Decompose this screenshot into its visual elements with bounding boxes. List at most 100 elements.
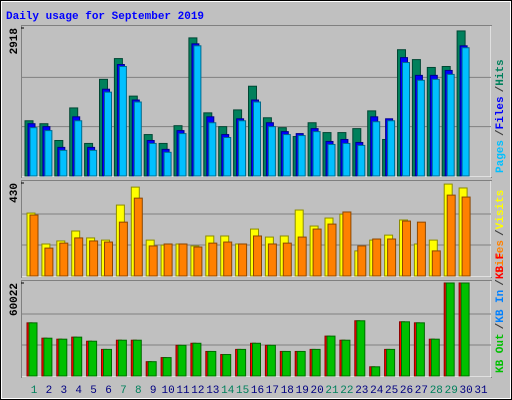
bar bbox=[460, 282, 470, 377]
x-tick-label: 21 bbox=[325, 385, 339, 397]
x-tick-label: 30 bbox=[459, 385, 472, 397]
bar bbox=[208, 242, 218, 277]
bar bbox=[415, 322, 425, 377]
bar bbox=[104, 241, 113, 277]
bar bbox=[446, 73, 455, 177]
bar bbox=[133, 197, 143, 277]
legend-entry: Hits bbox=[495, 59, 507, 85]
y-tick-label: 430 bbox=[9, 183, 21, 203]
bar bbox=[132, 339, 142, 377]
x-tick-label: 14 bbox=[221, 385, 235, 397]
bar bbox=[431, 78, 440, 177]
legend-entry: Pages bbox=[495, 140, 507, 173]
bar bbox=[147, 361, 157, 377]
bar bbox=[73, 336, 83, 377]
bar bbox=[357, 245, 367, 277]
bar bbox=[193, 246, 203, 277]
bar bbox=[326, 335, 336, 377]
x-tick-label: 11 bbox=[176, 385, 190, 397]
bar bbox=[43, 337, 53, 377]
x-tick-label: 31 bbox=[474, 385, 488, 397]
x-tick-label: 19 bbox=[296, 385, 309, 397]
bar bbox=[252, 342, 261, 377]
legend-entry: Sites bbox=[495, 240, 507, 273]
x-tick-label: 18 bbox=[281, 385, 294, 397]
x-tick-label: 5 bbox=[90, 385, 97, 397]
bar bbox=[297, 236, 307, 277]
bar bbox=[402, 220, 411, 277]
bar bbox=[342, 142, 351, 177]
bar bbox=[238, 120, 247, 177]
bar bbox=[177, 344, 187, 377]
bar bbox=[118, 65, 127, 177]
bar bbox=[237, 348, 247, 377]
y-tick-label: 60022 bbox=[9, 283, 21, 316]
bar bbox=[207, 350, 217, 377]
bar bbox=[267, 243, 277, 277]
bar bbox=[29, 214, 39, 277]
x-tick-label: 29 bbox=[445, 385, 458, 397]
bar bbox=[253, 101, 261, 177]
bar bbox=[222, 354, 232, 377]
x-tick-label: 13 bbox=[206, 385, 219, 397]
bar bbox=[74, 237, 84, 277]
bar bbox=[282, 134, 291, 177]
bar bbox=[103, 348, 112, 377]
bar bbox=[387, 120, 396, 177]
x-tick-label: 20 bbox=[310, 385, 323, 397]
bar bbox=[282, 242, 292, 277]
bar bbox=[117, 339, 127, 377]
bar bbox=[281, 350, 291, 377]
x-tick-label: 22 bbox=[340, 385, 353, 397]
bar bbox=[312, 131, 321, 177]
bar bbox=[28, 322, 38, 377]
legend-separator: / bbox=[495, 279, 507, 286]
x-tick-label: 1 bbox=[31, 385, 38, 397]
bar bbox=[223, 241, 233, 277]
bar bbox=[401, 321, 410, 377]
bar bbox=[163, 151, 172, 177]
bar bbox=[311, 348, 321, 377]
bar bbox=[29, 127, 38, 177]
bar bbox=[372, 238, 382, 277]
legend-separator: / bbox=[495, 85, 507, 92]
bar bbox=[74, 120, 83, 177]
bar bbox=[266, 344, 276, 377]
bar bbox=[162, 357, 172, 377]
bar bbox=[148, 245, 158, 277]
bar bbox=[372, 121, 381, 177]
bar bbox=[163, 243, 173, 277]
x-tick-label: 17 bbox=[266, 385, 279, 397]
legend-entry: Visits bbox=[495, 190, 507, 230]
bar bbox=[446, 194, 456, 277]
bar bbox=[341, 339, 351, 377]
x-tick-label: 12 bbox=[191, 385, 204, 397]
bar bbox=[44, 247, 54, 277]
bar bbox=[238, 243, 248, 277]
y-tick-label: 2918 bbox=[9, 28, 21, 55]
x-tick-label: 10 bbox=[161, 385, 174, 397]
bar bbox=[431, 250, 441, 277]
bar bbox=[402, 62, 410, 177]
legend-entry: Files bbox=[495, 96, 507, 129]
legend-separator: / bbox=[495, 229, 507, 236]
bar bbox=[89, 149, 98, 177]
bar bbox=[356, 320, 366, 377]
x-tick-label: 3 bbox=[60, 385, 67, 397]
bar bbox=[357, 144, 366, 177]
bar bbox=[327, 143, 336, 177]
bar bbox=[461, 47, 470, 177]
legend: KB Out/KB In/KB F bbox=[495, 253, 507, 373]
bar bbox=[193, 45, 202, 177]
bar bbox=[386, 348, 396, 377]
bar bbox=[445, 282, 455, 377]
bar bbox=[371, 366, 381, 377]
bar bbox=[178, 243, 188, 277]
x-tick-label: 7 bbox=[120, 385, 127, 397]
bar bbox=[44, 130, 53, 177]
bar bbox=[342, 211, 352, 277]
bar bbox=[59, 149, 68, 177]
bar bbox=[416, 79, 425, 177]
bar bbox=[118, 221, 128, 277]
